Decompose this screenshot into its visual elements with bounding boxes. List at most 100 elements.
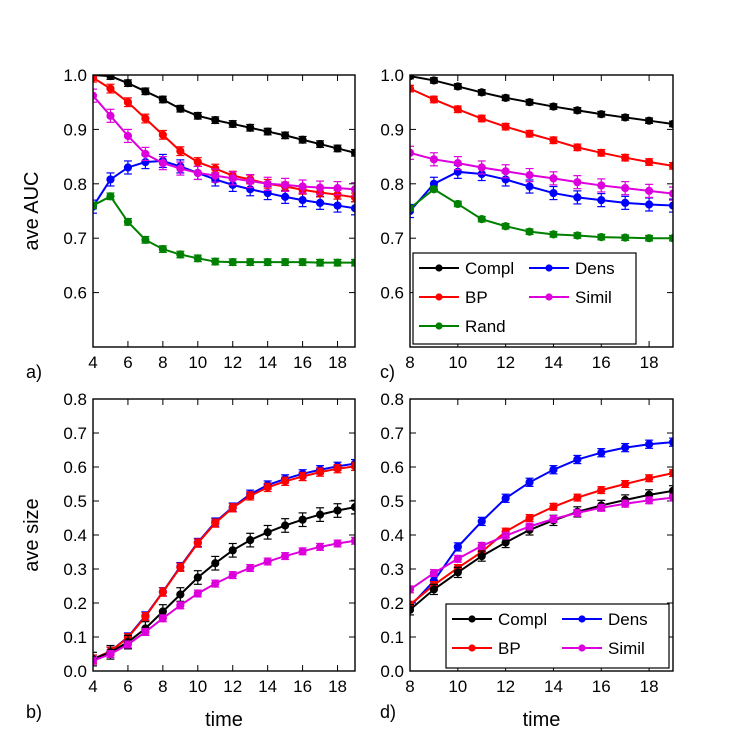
data-point	[158, 588, 167, 597]
data-point	[315, 139, 325, 149]
data-point	[549, 230, 558, 239]
data-point	[106, 75, 115, 81]
y-tick-label: 0.9	[380, 120, 404, 139]
y-tick-label: 0.4	[63, 526, 87, 545]
data-point	[298, 547, 307, 556]
panel-1: 8 10 12 14 16 18 0.6 0.7 0.8 0.9 1.0 c) Compl Dens BP S…	[380, 66, 674, 382]
data-point	[333, 184, 342, 193]
data-point	[453, 199, 462, 209]
data-point	[477, 163, 486, 172]
x-tick-label: 14	[544, 677, 563, 696]
data-point	[410, 75, 415, 81]
y-tick-label: 0.5	[380, 492, 404, 511]
data-point	[573, 455, 582, 464]
data-point	[410, 585, 415, 594]
data-point	[211, 559, 220, 568]
legend-entry-bp: BP	[498, 639, 521, 658]
data-point	[158, 95, 167, 104]
y-axis-label: ave AUC	[21, 172, 43, 251]
data-point	[597, 148, 606, 157]
data-point	[106, 84, 115, 93]
series-line-bp	[410, 472, 673, 606]
series-group	[93, 75, 355, 267]
y-tick-label: 0.2	[380, 594, 404, 613]
data-point	[228, 174, 237, 183]
data-point	[315, 258, 325, 267]
data-point	[410, 84, 415, 93]
data-point	[298, 196, 307, 205]
data-point	[549, 136, 558, 145]
data-point	[281, 180, 290, 189]
series-line-dens	[93, 159, 355, 210]
data-point	[106, 649, 115, 659]
data-point	[621, 499, 630, 508]
data-point	[211, 116, 220, 125]
data-point	[281, 521, 290, 530]
data-point	[141, 627, 150, 637]
data-point	[211, 257, 220, 266]
legend: Compl Dens BP Simil Rand	[412, 252, 637, 345]
data-point	[597, 233, 606, 242]
data-point	[193, 539, 202, 548]
y-tick-label: 0.7	[380, 229, 404, 248]
data-point	[573, 193, 582, 202]
data-point	[123, 163, 133, 172]
y-tick-label: 0.7	[63, 424, 87, 443]
data-point	[333, 506, 342, 515]
data-point	[158, 130, 167, 139]
legend-swatch-marker	[435, 264, 443, 272]
y-tick-label: 0.1	[63, 628, 87, 647]
y-tick-label: 0.7	[63, 229, 87, 248]
plot-frame	[92, 74, 356, 348]
data-point	[298, 258, 307, 267]
data-point	[429, 585, 439, 594]
legend-entry-simil: Simil	[575, 288, 612, 307]
x-tick-label: 14	[544, 353, 563, 372]
data-point	[597, 486, 606, 495]
data-point	[573, 493, 582, 502]
data-point	[501, 122, 510, 131]
x-tick-label: 10	[188, 353, 207, 372]
data-point	[246, 123, 255, 132]
panel-label: a)	[26, 362, 42, 382]
data-point	[573, 231, 582, 240]
y-tick-label: 0.2	[63, 594, 87, 613]
y-tick-label: 0.0	[380, 662, 404, 681]
data-point	[549, 188, 558, 198]
data-point	[668, 234, 673, 243]
series-line-bp	[93, 465, 355, 661]
x-tick-label: 14	[258, 353, 277, 372]
data-point	[298, 135, 307, 144]
data-point	[668, 189, 673, 198]
data-point	[668, 201, 673, 210]
data-point	[525, 170, 534, 180]
data-point	[621, 479, 630, 489]
y-tick-label: 0.6	[380, 458, 404, 477]
data-point	[106, 111, 115, 120]
data-point	[477, 551, 486, 561]
data-point	[193, 573, 202, 582]
y-tick-label: 0.0	[63, 662, 87, 681]
data-point	[193, 111, 202, 120]
data-point	[263, 179, 272, 188]
data-point	[621, 113, 630, 122]
data-point	[453, 159, 462, 168]
y-axis-label: ave size	[21, 498, 43, 571]
series-group	[93, 458, 355, 667]
data-point	[315, 198, 325, 207]
data-point	[621, 153, 630, 162]
data-point	[429, 76, 439, 85]
data-point	[123, 79, 133, 88]
x-tick-label: 14	[258, 677, 277, 696]
legend-swatch-marker	[578, 644, 586, 652]
data-point	[123, 217, 133, 226]
x-tick-label: 18	[640, 353, 659, 372]
x-tick-label: 18	[640, 677, 659, 696]
data-point	[668, 161, 673, 170]
legend-swatch-marker	[468, 644, 476, 652]
data-point	[123, 98, 133, 107]
y-tick-label: 0.6	[63, 458, 87, 477]
legend: Compl Dens BP Simil	[445, 603, 670, 669]
data-point	[525, 513, 534, 523]
data-point	[193, 254, 202, 263]
